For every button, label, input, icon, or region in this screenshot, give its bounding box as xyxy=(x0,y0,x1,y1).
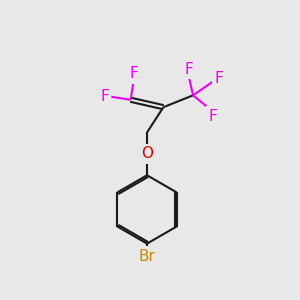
Text: Br: Br xyxy=(139,249,155,264)
Text: F: F xyxy=(129,66,138,81)
Text: O: O xyxy=(141,146,153,161)
Text: F: F xyxy=(100,89,109,104)
Text: F: F xyxy=(208,109,217,124)
Text: F: F xyxy=(214,71,223,86)
Text: F: F xyxy=(184,62,193,77)
